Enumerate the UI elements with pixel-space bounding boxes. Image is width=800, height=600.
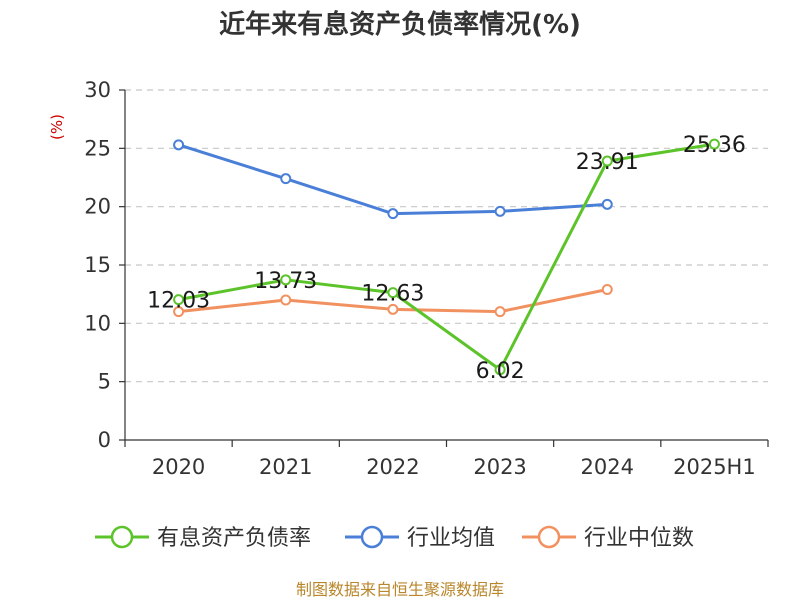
data-point[interactable] [280, 173, 292, 185]
y-tick-label: 30 [84, 78, 111, 102]
data-point[interactable] [173, 306, 185, 318]
data-label: 13.73 [254, 269, 317, 294]
data-point[interactable] [387, 208, 399, 220]
legend-item-2[interactable]: 行业中位数 [522, 525, 694, 551]
data-label: 25.36 [683, 133, 746, 158]
data-point[interactable] [601, 198, 613, 210]
y-tick-label: 15 [84, 253, 111, 277]
data-label: 12.63 [361, 282, 424, 307]
y-tick-label: 0 [98, 428, 111, 452]
x-tick-label-2023: 2023 [473, 455, 526, 479]
legend-item-0[interactable]: 有息资产负债率 [95, 525, 311, 551]
legend-swatch-marker [360, 525, 384, 549]
y-tick-label: 20 [84, 195, 111, 219]
legend-label: 有息资产负债率 [157, 526, 311, 551]
series-line-0 [178, 142, 715, 372]
data-point[interactable] [494, 364, 506, 376]
legend-item-1[interactable]: 行业均值 [345, 525, 495, 551]
legend[interactable]: 有息资产负债率 行业均值 行业中位数 [95, 525, 694, 551]
series-line-1 [178, 143, 608, 216]
y-tick-label: 10 [84, 311, 111, 335]
y-tick-label: 25 [84, 136, 111, 160]
data-label: 23.91 [576, 150, 639, 175]
y-unit-label: (%) [48, 114, 66, 140]
data-point[interactable] [173, 294, 185, 306]
data-label: 12.03 [147, 289, 210, 314]
x-tick-label-2021: 2021 [259, 455, 312, 479]
data-point[interactable] [601, 284, 613, 295]
data-point[interactable] [601, 155, 613, 167]
legend-label: 行业均值 [407, 526, 495, 551]
data-labels: 12.03 13.73 12.63 6.02 23.91 25.36 [147, 133, 746, 384]
legend-swatch-marker [110, 525, 134, 549]
x-tick-label-2022: 2022 [366, 455, 419, 479]
data-point[interactable] [494, 205, 506, 217]
data-point[interactable] [494, 306, 506, 318]
x-tick-label-2020: 2020 [152, 455, 205, 479]
data-point[interactable] [387, 287, 399, 299]
data-point[interactable] [173, 139, 185, 151]
legend-label: 行业中位数 [584, 526, 694, 551]
series-group [173, 138, 720, 376]
x-tick-label-2024: 2024 [581, 455, 634, 479]
source-note: 制图数据来自恒生聚源数据库 [296, 580, 504, 599]
grid-lines [125, 89, 768, 383]
data-point[interactable] [387, 303, 399, 315]
data-point[interactable] [280, 294, 292, 306]
data-point[interactable] [708, 138, 720, 150]
data-point[interactable] [280, 274, 292, 286]
legend-swatch-marker [537, 525, 561, 549]
x-tick-label-2025H1: 2025H1 [673, 455, 756, 479]
chart-title: 近年来有息资产负债率情况(%) [219, 9, 581, 40]
y-tick-label: 5 [98, 370, 111, 394]
axes: 0 5 10 15 20 25 30 2020 2021 2022 2023 2024 2025H1 [84, 78, 769, 479]
data-label: 6.02 [476, 359, 525, 384]
